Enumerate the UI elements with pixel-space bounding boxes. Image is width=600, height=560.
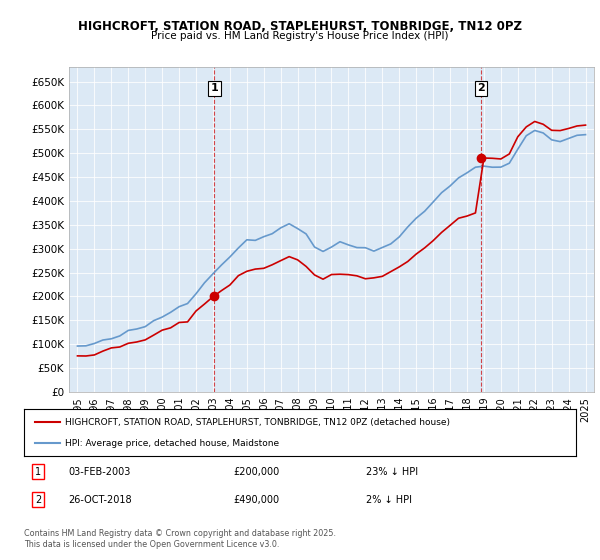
Text: £490,000: £490,000 — [234, 494, 280, 505]
Text: £200,000: £200,000 — [234, 466, 280, 477]
Text: 1: 1 — [211, 83, 218, 94]
Text: 1: 1 — [35, 466, 41, 477]
Text: 2% ↓ HPI: 2% ↓ HPI — [366, 494, 412, 505]
Text: HIGHCROFT, STATION ROAD, STAPLEHURST, TONBRIDGE, TN12 0PZ (detached house): HIGHCROFT, STATION ROAD, STAPLEHURST, TO… — [65, 418, 451, 427]
Text: 23% ↓ HPI: 23% ↓ HPI — [366, 466, 418, 477]
Text: 03-FEB-2003: 03-FEB-2003 — [68, 466, 131, 477]
Text: HIGHCROFT, STATION ROAD, STAPLEHURST, TONBRIDGE, TN12 0PZ: HIGHCROFT, STATION ROAD, STAPLEHURST, TO… — [78, 20, 522, 32]
Text: Contains HM Land Registry data © Crown copyright and database right 2025.
This d: Contains HM Land Registry data © Crown c… — [24, 529, 336, 549]
Text: 2: 2 — [477, 83, 485, 94]
Text: HPI: Average price, detached house, Maidstone: HPI: Average price, detached house, Maid… — [65, 438, 280, 447]
Text: 26-OCT-2018: 26-OCT-2018 — [68, 494, 132, 505]
Text: Price paid vs. HM Land Registry's House Price Index (HPI): Price paid vs. HM Land Registry's House … — [151, 31, 449, 41]
Text: 2: 2 — [35, 494, 41, 505]
